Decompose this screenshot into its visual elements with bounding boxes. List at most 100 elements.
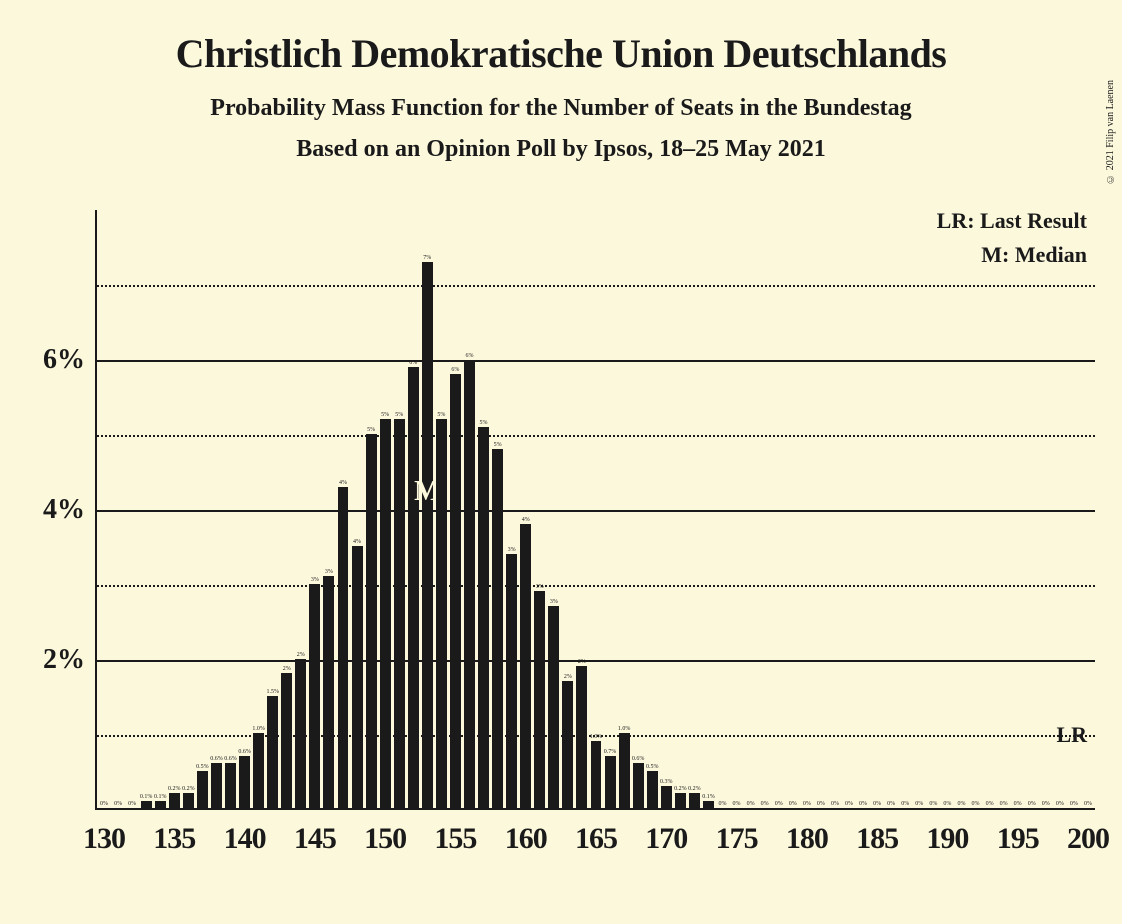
bar: 0%	[1040, 808, 1051, 809]
bar-value-label: 2%	[578, 659, 586, 665]
bar-value-label: 0.1%	[140, 794, 153, 800]
bar: 0%	[928, 808, 939, 809]
bar: 0.3%	[661, 786, 672, 808]
x-tick-label: 155	[434, 822, 476, 856]
bar-value-label: 0%	[803, 801, 811, 807]
bar: 0%	[1012, 808, 1023, 809]
bar: 0%	[872, 808, 883, 809]
bar-value-label: 0.6%	[632, 756, 645, 762]
bar-value-label: 0.6%	[238, 749, 251, 755]
bar-value-label: 0%	[957, 801, 965, 807]
bar-value-label: 5%	[437, 412, 445, 418]
bar: 0%	[984, 808, 995, 809]
bar: 0.2%	[169, 793, 180, 808]
bar: 3%	[506, 554, 517, 808]
bar: 0.2%	[689, 793, 700, 808]
bar-value-label: 0%	[1028, 801, 1036, 807]
bar: 3%	[534, 591, 545, 808]
bar-value-label: 0.1%	[154, 794, 167, 800]
bar: 0.1%	[155, 801, 166, 808]
bar: 0%	[844, 808, 855, 809]
bar-value-label: 0%	[845, 801, 853, 807]
bar: 5%	[380, 419, 391, 808]
bar-value-label: 3%	[325, 569, 333, 575]
bar-value-label: 2%	[564, 674, 572, 680]
bar-value-label: 0%	[128, 801, 136, 807]
bar: 4%	[338, 487, 349, 808]
x-tick-label: 145	[294, 822, 336, 856]
bar-value-label: 2%	[283, 666, 291, 672]
bars-group: 0%0%0%0.1%0.1%0.2%0.2%0.5%0.6%0.6%0.6%1.…	[97, 210, 1095, 808]
bar: 0%	[970, 808, 981, 809]
bar: 0%	[787, 808, 798, 809]
bar-value-label: 5%	[494, 442, 502, 448]
x-tick-label: 175	[716, 822, 758, 856]
bar-value-label: 0%	[929, 801, 937, 807]
bar-value-label: 0.2%	[182, 786, 195, 792]
bar-value-label: 2%	[297, 652, 305, 658]
bar: 4%	[352, 546, 363, 808]
bar: 0%	[773, 808, 784, 809]
chart-title: Christlich Demokratische Union Deutschla…	[0, 0, 1122, 77]
bar-value-label: 0.7%	[604, 749, 617, 755]
bar-value-label: 0%	[718, 801, 726, 807]
bar: 0%	[998, 808, 1009, 809]
bar: 0%	[942, 808, 953, 809]
bar: 4%	[520, 524, 531, 808]
bar-value-label: 0%	[114, 801, 122, 807]
bar: 1.0%	[253, 733, 264, 808]
bar: 6%	[450, 374, 461, 808]
bar-value-label: 0%	[1056, 801, 1064, 807]
bar-value-label: 0%	[943, 801, 951, 807]
bar: 0%	[1054, 808, 1065, 809]
bar: 2%	[562, 681, 573, 808]
bar: 0.1%	[141, 801, 152, 808]
bar: 0.2%	[675, 793, 686, 808]
chart-subtitle-1: Probability Mass Function for the Number…	[0, 95, 1122, 122]
y-tick-label: 6%	[43, 344, 85, 376]
bar: 0%	[815, 808, 826, 809]
x-tick-label: 165	[575, 822, 617, 856]
bar-value-label: 1.0%	[618, 726, 631, 732]
x-tick-label: 150	[364, 822, 406, 856]
x-tick-label: 200	[1067, 822, 1109, 856]
bar: 5%	[492, 449, 503, 808]
bar: 0%	[745, 808, 756, 809]
bar-value-label: 4%	[339, 480, 347, 486]
bar-value-label: 0%	[1084, 801, 1092, 807]
y-tick-label: 2%	[43, 644, 85, 676]
bar-value-label: 0%	[859, 801, 867, 807]
x-tick-label: 130	[83, 822, 125, 856]
bar: 0.2%	[183, 793, 194, 808]
bar-value-label: 6%	[451, 367, 459, 373]
y-tick-label: 4%	[43, 494, 85, 526]
bar-value-label: 0%	[887, 801, 895, 807]
bar-value-label: 0%	[817, 801, 825, 807]
bar-value-label: 0.3%	[660, 779, 673, 785]
chart-container: Christlich Demokratische Union Deutschla…	[0, 0, 1122, 924]
bar-value-label: 7%	[423, 255, 431, 261]
bar: 0%	[886, 808, 897, 809]
bar: 0.6%	[225, 763, 236, 808]
bar-value-label: 1.0%	[252, 726, 265, 732]
bar-value-label: 0%	[1000, 801, 1008, 807]
bar-value-label: 0%	[775, 801, 783, 807]
bar: 7%M	[422, 262, 433, 808]
bar-value-label: 0.5%	[196, 764, 209, 770]
bar-value-label: 3%	[536, 584, 544, 590]
bar-value-label: 5%	[367, 427, 375, 433]
copyright-text: © 2021 Filip van Laenen	[1105, 80, 1116, 184]
bar-value-label: 0%	[986, 801, 994, 807]
bar: 0.1%	[703, 801, 714, 808]
x-tick-label: 160	[505, 822, 547, 856]
plot-area: 2%4%6% LR: Last Result M: Median 0%0%0%0…	[95, 210, 1095, 810]
bar: 2%	[576, 666, 587, 808]
x-tick-label: 180	[786, 822, 828, 856]
bar: 0%	[99, 808, 110, 809]
bar-value-label: 3%	[550, 599, 558, 605]
bar: 0.6%	[211, 763, 222, 808]
bar: 0%	[858, 808, 869, 809]
bar: 1.5%	[267, 696, 278, 808]
bar: 0.7%	[605, 756, 616, 808]
bar: 0%	[1082, 808, 1093, 809]
